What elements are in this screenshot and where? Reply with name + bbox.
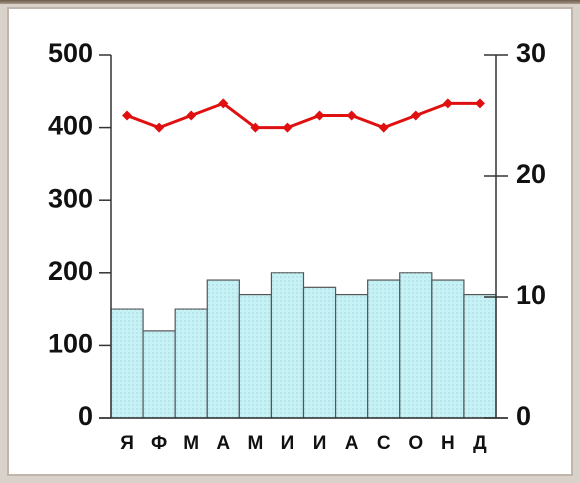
y-tick-label: 500	[48, 38, 93, 68]
x-tick-label: С	[377, 433, 391, 454]
bar-texture	[111, 309, 144, 418]
y2-tick-label: 0	[516, 401, 531, 431]
line-marker	[314, 110, 325, 121]
bar-texture	[207, 280, 240, 418]
line-marker	[346, 110, 357, 121]
x-tick-label: Ф	[151, 433, 167, 454]
bar-texture	[175, 309, 208, 418]
y-tick-label: 400	[48, 111, 93, 141]
line-marker	[250, 122, 261, 133]
line-marker	[282, 122, 293, 133]
line-marker	[154, 122, 165, 133]
y-tick-label: 200	[48, 256, 93, 286]
x-tick-label: Н	[441, 433, 455, 454]
line-marker	[410, 110, 421, 121]
x-tick-label: Д	[473, 433, 487, 454]
bar-texture	[143, 330, 176, 418]
line-marker	[218, 98, 229, 109]
x-tick-label: И	[281, 433, 295, 454]
line-marker	[378, 122, 389, 133]
x-tick-label: А	[345, 433, 359, 454]
y2-tick-label: 10	[516, 280, 546, 310]
x-tick-label: О	[408, 433, 423, 454]
bar-texture	[303, 287, 336, 418]
bar-texture	[271, 272, 304, 418]
line	[126, 101, 480, 130]
x-tick-label: М	[183, 433, 199, 454]
x-tick-label: М	[247, 433, 263, 454]
line-marker	[186, 110, 197, 121]
y-tick-label: 300	[48, 183, 93, 213]
x-tick-label: И	[313, 433, 327, 454]
y2-tick-label: 30	[516, 38, 546, 68]
x-tick-label: Я	[120, 433, 134, 454]
edge	[0, 0, 580, 4]
bar-texture	[367, 280, 400, 418]
y2-tick-label: 20	[516, 159, 546, 189]
x-tick-label: А	[216, 433, 230, 454]
bar-texture	[399, 272, 432, 418]
y-tick-label: 100	[48, 329, 93, 359]
bar-texture	[463, 294, 496, 418]
line-marker	[442, 98, 453, 109]
bar-texture	[239, 294, 272, 418]
line-marker	[122, 110, 133, 121]
bar-texture	[335, 294, 368, 418]
line-marker	[474, 98, 485, 109]
bar-texture	[431, 280, 464, 418]
y-tick-label: 0	[78, 401, 93, 431]
